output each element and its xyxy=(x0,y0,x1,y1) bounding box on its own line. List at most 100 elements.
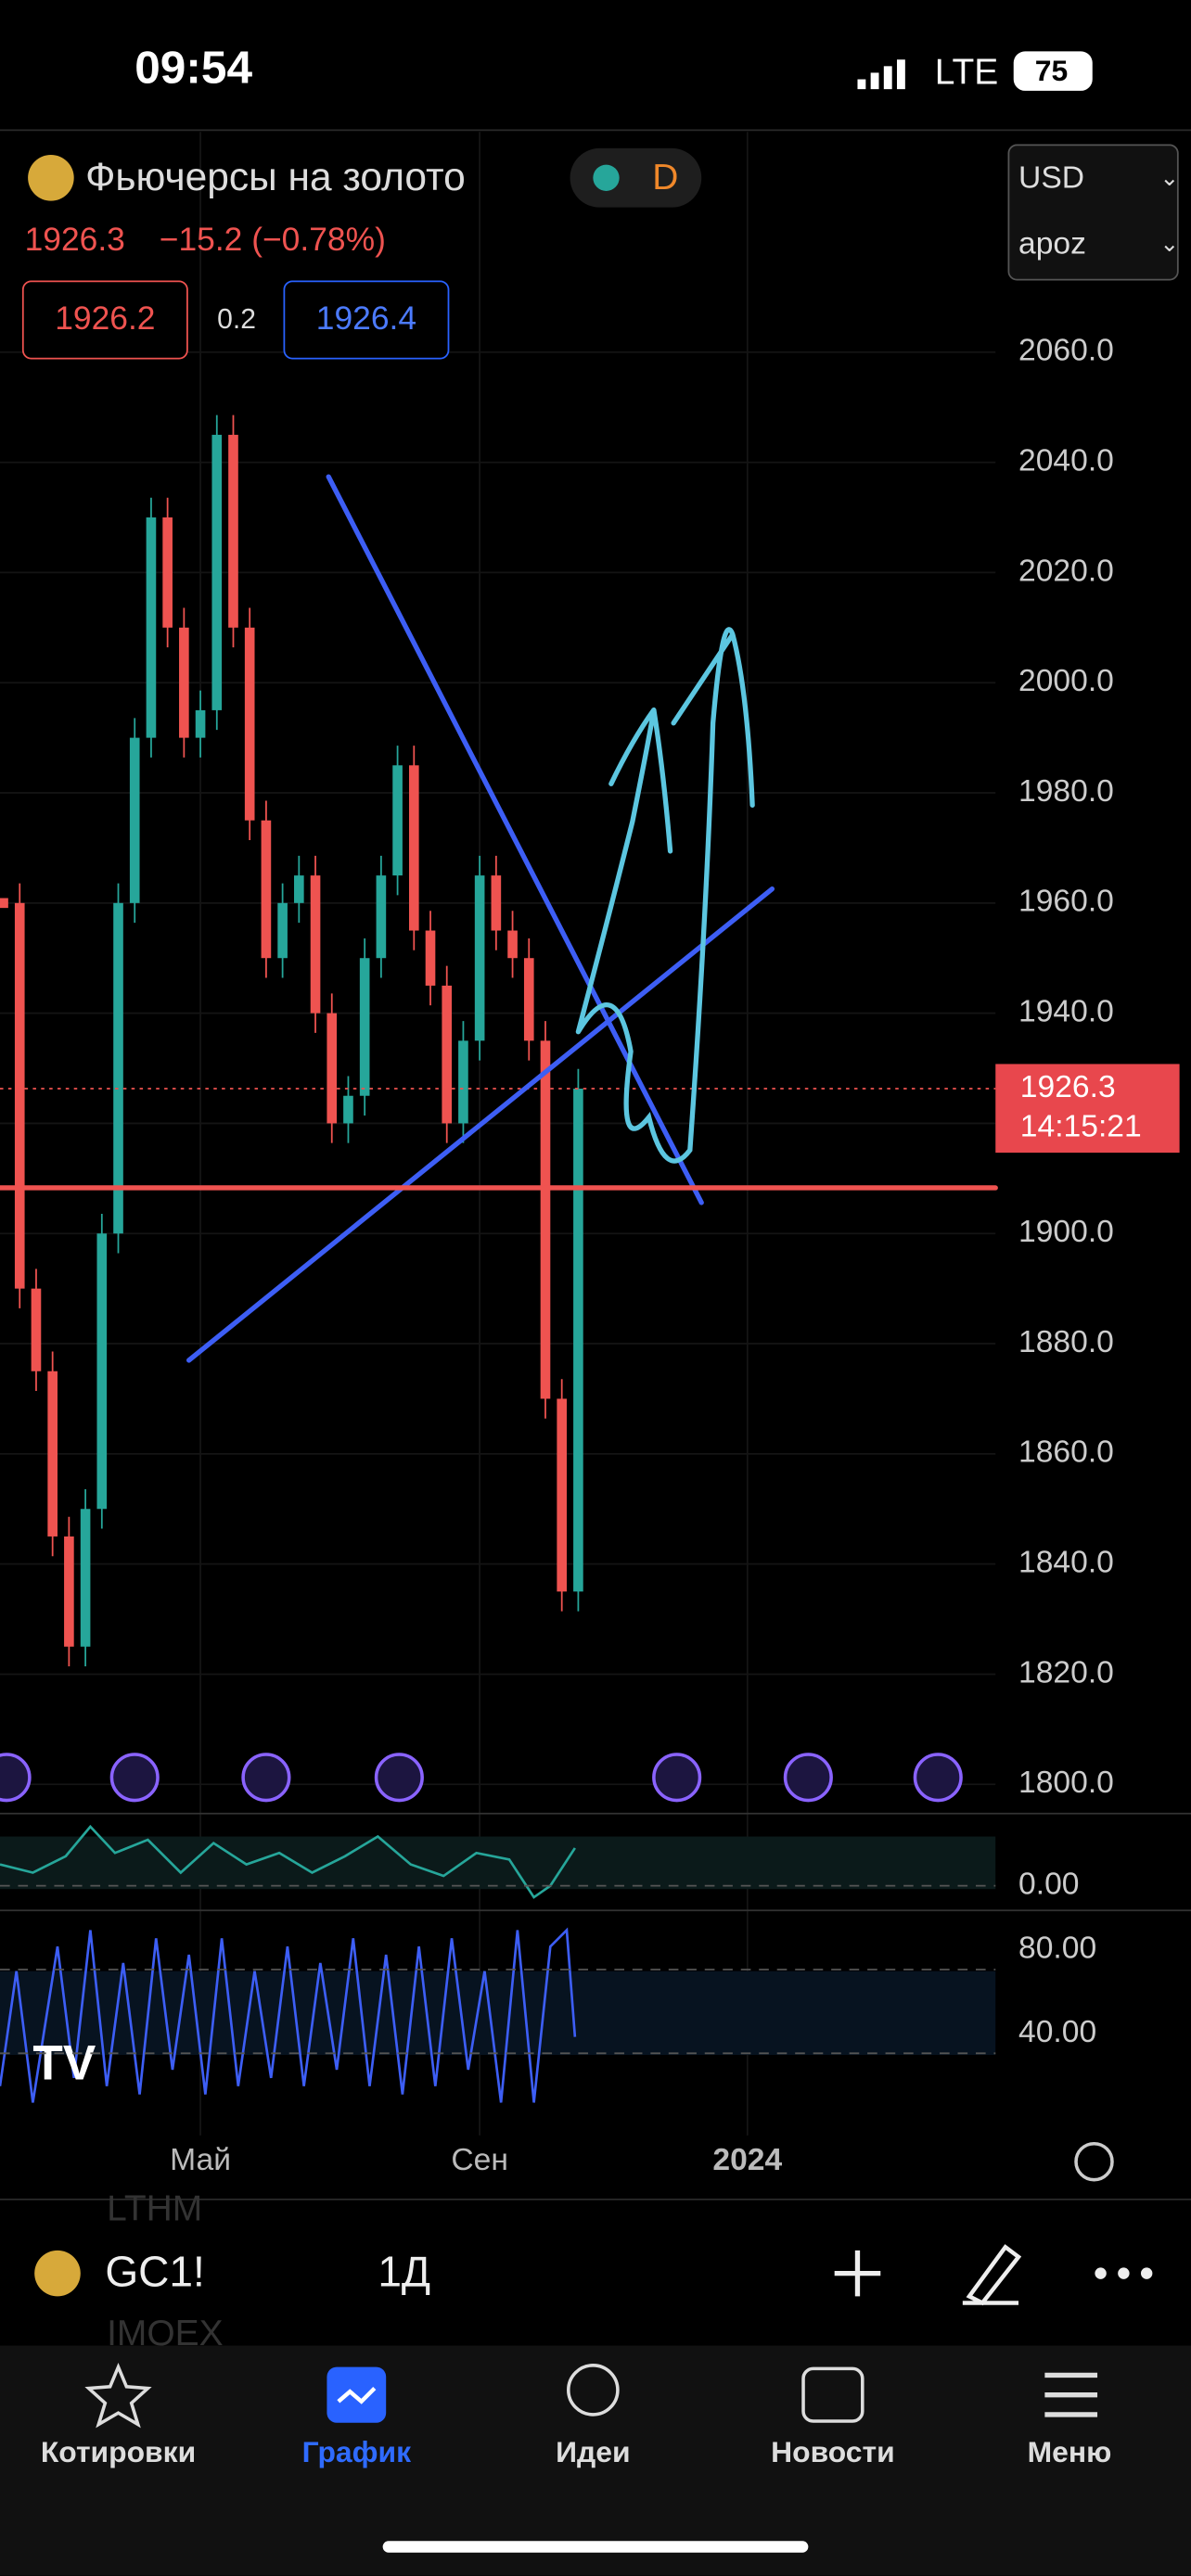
candle xyxy=(507,930,518,959)
osc-tick-label: 80.00 xyxy=(1018,1932,1096,1966)
candle xyxy=(343,1095,353,1124)
home-indicator xyxy=(382,2541,809,2553)
candle xyxy=(228,434,238,628)
candle xyxy=(327,1013,338,1124)
candle xyxy=(491,875,502,931)
tab-label: Котировки xyxy=(41,2435,196,2468)
y-tick-label: 1880.0 xyxy=(1018,1325,1114,1359)
x-label: Май xyxy=(170,2143,231,2177)
osc1-band xyxy=(0,1836,996,1890)
bg-list-item: LTHM xyxy=(107,2189,202,2229)
battery-level: 75 xyxy=(1035,54,1068,87)
candle xyxy=(277,902,288,959)
more-button[interactable] xyxy=(1095,2267,1153,2279)
candle xyxy=(573,1089,583,1592)
currency[interactable]: USD xyxy=(1018,160,1084,195)
y-tick-label: 1840.0 xyxy=(1018,1546,1114,1580)
candle xyxy=(211,434,223,710)
plot xyxy=(0,351,996,1786)
y-tick-label: 2060.0 xyxy=(1018,334,1114,368)
toolbar-interval[interactable]: 1Д xyxy=(378,2248,430,2296)
candle xyxy=(14,902,25,1289)
buy-button[interactable] xyxy=(283,280,450,360)
symbol-icon xyxy=(28,154,74,201)
x-label: Сен xyxy=(451,2143,508,2177)
price-change: −15.2 (−0.78%) xyxy=(160,221,386,258)
candle xyxy=(244,627,255,821)
candle xyxy=(47,1371,58,1537)
candle xyxy=(458,1040,468,1124)
signal-icon xyxy=(857,59,905,90)
tab-icon[interactable] xyxy=(801,2366,864,2423)
candle xyxy=(408,765,419,931)
add-button[interactable] xyxy=(834,2250,881,2297)
tab-bar xyxy=(0,2345,1191,2576)
osc-tick-label: 0.00 xyxy=(1018,1868,1079,1902)
candle xyxy=(96,1233,108,1510)
status-time: 09:54 xyxy=(134,42,252,94)
event-markers[interactable] xyxy=(0,1753,963,1803)
candle xyxy=(474,875,485,1041)
bid[interactable]: 1926.2 xyxy=(55,300,155,337)
market-status xyxy=(593,164,620,191)
candle xyxy=(64,1536,74,1647)
badge xyxy=(570,147,702,208)
spread: 0.2 xyxy=(217,304,256,335)
candle xyxy=(179,627,189,738)
candle xyxy=(442,985,453,1124)
ask[interactable]: 1926.4 xyxy=(316,300,416,337)
last-price: 1926.3 xyxy=(25,221,125,258)
candle xyxy=(540,1040,551,1399)
y-tick-label: 1800.0 xyxy=(1018,1766,1114,1800)
candle xyxy=(0,898,8,909)
interval-badge: D xyxy=(652,158,678,198)
candle xyxy=(359,958,370,1096)
y-tick-label: 1900.0 xyxy=(1018,1215,1114,1249)
candle xyxy=(261,820,272,959)
price-tag-value: 1926.3 xyxy=(1020,1070,1116,1104)
candle xyxy=(162,517,173,628)
y-tick-label: 2000.0 xyxy=(1018,664,1114,698)
y-tick-label: 1940.0 xyxy=(1018,995,1114,1029)
y-tick-label: 1960.0 xyxy=(1018,885,1114,919)
tab-icon[interactable] xyxy=(84,2362,152,2429)
price-tag-time: 14:15:21 xyxy=(1020,1109,1142,1143)
candle xyxy=(523,958,534,1041)
y-tick-label: 1820.0 xyxy=(1018,1655,1114,1690)
candle xyxy=(557,1398,568,1592)
price-tag xyxy=(995,1064,1180,1154)
sell-button[interactable] xyxy=(21,280,188,360)
tab-icon-glyph xyxy=(337,2387,377,2404)
tab-icon[interactable] xyxy=(1044,2372,1098,2417)
candle xyxy=(31,1288,42,1371)
candle xyxy=(294,875,304,903)
tab-label: График xyxy=(302,2435,411,2468)
chevron: ⌄ xyxy=(1159,166,1179,191)
osc-tick-label: 40.00 xyxy=(1018,2015,1096,2049)
candle xyxy=(310,875,321,1014)
vertical-grid xyxy=(199,132,749,2136)
tab-label: Новости xyxy=(771,2435,895,2468)
symbol-icon xyxy=(34,2250,81,2297)
candle xyxy=(146,517,157,738)
toolbar-symbol[interactable]: GC1! xyxy=(105,2248,204,2296)
draw-button[interactable] xyxy=(962,2244,1022,2306)
osc2-line xyxy=(0,1927,577,2103)
candle xyxy=(113,902,123,1234)
status-network: LTE xyxy=(935,53,999,93)
candle xyxy=(195,709,206,738)
candle xyxy=(376,875,387,959)
settings-icon[interactable] xyxy=(1074,2141,1114,2182)
candle xyxy=(392,765,403,876)
y-tick-label: 2020.0 xyxy=(1018,554,1114,588)
y-tick-label: 2040.0 xyxy=(1018,443,1114,478)
tab-labels: Котировки График Идеи Новости Меню xyxy=(41,2435,1111,2468)
account[interactable]: apoz xyxy=(1018,226,1086,261)
symbol-name: Фьючерсы на золото xyxy=(85,156,466,199)
currency-box[interactable] xyxy=(1007,144,1179,281)
tab-icon[interactable] xyxy=(567,2364,620,2417)
tab-label: Меню xyxy=(1028,2435,1112,2468)
